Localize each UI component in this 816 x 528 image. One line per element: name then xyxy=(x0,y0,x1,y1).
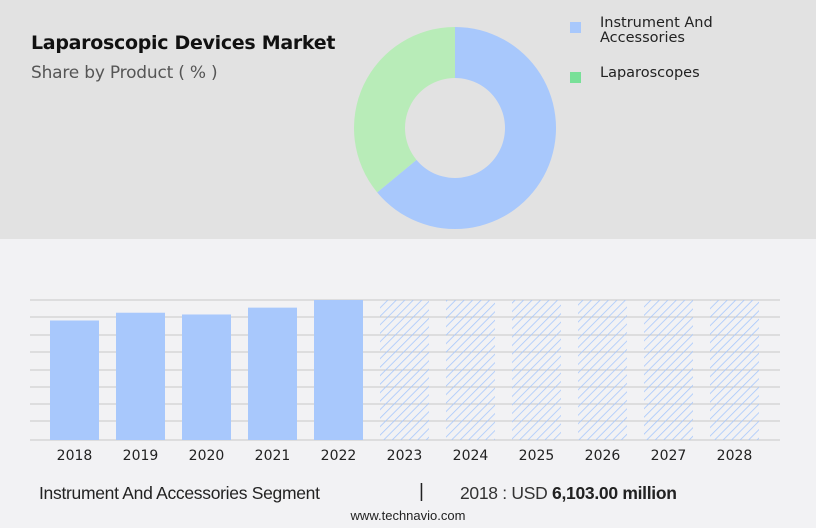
x-axis-label-2020: 2020 xyxy=(189,448,225,464)
forecast-bar-2024[interactable] xyxy=(446,300,495,440)
legend-label: Laparoscopes xyxy=(600,65,700,81)
x-axis-label-2024: 2024 xyxy=(453,448,489,464)
donut-chart xyxy=(354,27,556,229)
bar-2018[interactable] xyxy=(50,320,99,440)
legend-swatch-green-icon xyxy=(570,72,581,83)
segment-label: Instrument And Accessories Segment xyxy=(39,483,320,503)
legend-swatch-blue-icon xyxy=(570,22,581,33)
footer-separator: | xyxy=(419,481,424,502)
legend-label-line1: Instrument And xyxy=(600,15,713,31)
website-link[interactable]: www.technavio.com xyxy=(350,508,466,523)
forecast-bar-2023[interactable] xyxy=(380,300,429,440)
bar-2022[interactable] xyxy=(314,300,363,440)
x-axis-label-2028: 2028 xyxy=(717,448,753,464)
bar-2021[interactable] xyxy=(248,307,297,440)
x-axis-label-2023: 2023 xyxy=(387,448,423,464)
segment-value-amount: 6,103.00 million xyxy=(552,483,677,503)
x-axis-label-2022: 2022 xyxy=(321,448,357,464)
bar-2019[interactable] xyxy=(116,312,165,440)
x-axis-label-2019: 2019 xyxy=(123,448,159,464)
header-panel: Laparoscopic Devices Market Share by Pro… xyxy=(0,0,816,239)
forecast-bar-2025[interactable] xyxy=(512,300,561,440)
x-axis-label-2026: 2026 xyxy=(585,448,621,464)
segment-value: 2018 : USD 6,103.00 million xyxy=(460,483,677,504)
x-axis-label-2025: 2025 xyxy=(519,448,555,464)
chart-subtitle: Share by Product ( % ) xyxy=(31,63,218,83)
x-axis-label-2021: 2021 xyxy=(255,448,291,464)
x-axis-label-2027: 2027 xyxy=(651,448,687,464)
segment-year-label: 2018 : USD xyxy=(460,483,548,503)
legend-label-line2: Accessories xyxy=(600,30,685,46)
chart-title: Laparoscopic Devices Market xyxy=(31,32,336,54)
forecast-bar-2027[interactable] xyxy=(644,300,693,440)
x-axis-label-2018: 2018 xyxy=(57,448,93,464)
donut-slice-laparoscopes[interactable] xyxy=(354,27,455,193)
bar-2020[interactable] xyxy=(182,314,231,440)
forecast-bar-2026[interactable] xyxy=(578,300,627,440)
forecast-bar-2028[interactable] xyxy=(710,300,759,440)
donut-slice-instrument-and-accessories[interactable] xyxy=(377,27,556,229)
